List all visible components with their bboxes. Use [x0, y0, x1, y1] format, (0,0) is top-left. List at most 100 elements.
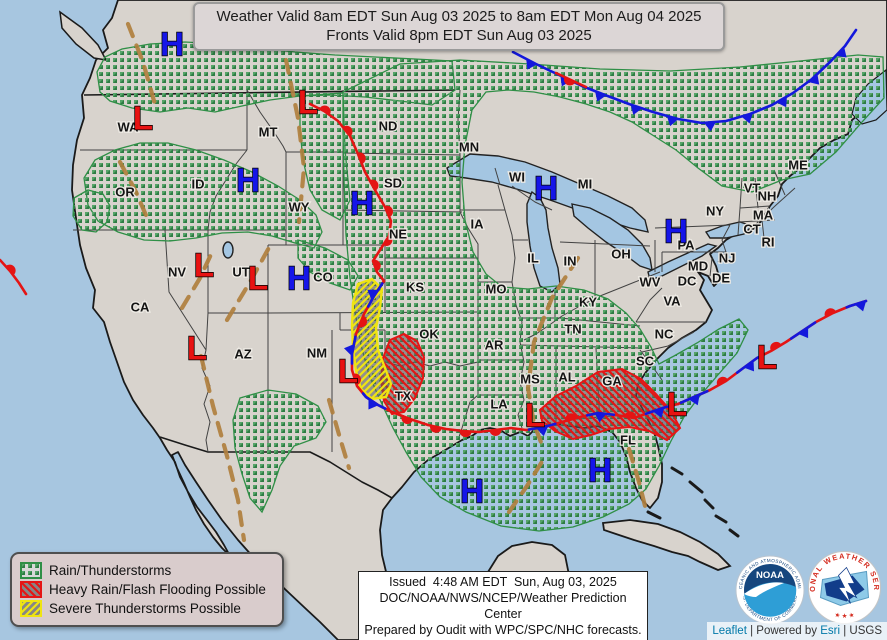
state-label-IA: IA: [471, 217, 485, 232]
rain-region: [232, 389, 327, 514]
state-label-TX: TX: [395, 389, 412, 404]
high-pressure-symbol: H: [287, 260, 311, 297]
rain-region: [72, 189, 111, 233]
cold-front-pip: [343, 344, 354, 356]
state-label-MA: MA: [753, 208, 774, 223]
rain-swatch-icon: [20, 562, 42, 579]
low-pressure-symbol: L: [133, 100, 153, 137]
warm-front-pip: [5, 264, 16, 276]
state-label-CT: CT: [743, 222, 760, 237]
state-label-OR: OR: [115, 185, 135, 200]
warm-front-pip: [564, 76, 576, 86]
cold-front-pip: [536, 426, 549, 437]
noaa-logo: NATIONAL OCEANIC AND ATMOSPHERIC ADMINIS…: [735, 555, 805, 625]
cold-front-pip: [367, 289, 379, 300]
nws-stars: ★ ★ ★: [834, 611, 856, 621]
state-label-VA: VA: [663, 294, 681, 309]
legend-item-severe: Severe Thunderstorms Possible: [20, 600, 274, 617]
esri-link[interactable]: Esri: [820, 625, 841, 637]
warm-front: [0, 258, 28, 296]
rain-region: [342, 54, 885, 532]
low-pressure-symbol: L: [757, 339, 777, 376]
state-label-NM: NM: [307, 346, 327, 361]
severe-swatch-icon: [20, 600, 42, 617]
attribution-separator: | Powered by: [746, 625, 821, 637]
legend-label: Rain/Thunderstorms: [49, 563, 172, 578]
state-label-NJ: NJ: [719, 251, 736, 266]
heavy-rain-region: [538, 367, 682, 442]
weather-valid-text: Weather Valid 8am EDT Sun Aug 03 2025 to…: [216, 8, 702, 25]
cold-front-pip: [808, 73, 820, 85]
mexico-border: [159, 436, 393, 499]
cold-front-pip: [704, 121, 716, 132]
trough-line: [125, 21, 159, 111]
state-label-WY: WY: [289, 200, 310, 215]
state-label-AR: AR: [485, 338, 504, 353]
high-pressure-symbol: H: [664, 213, 688, 250]
state-label-WV: WV: [640, 275, 661, 290]
trough-line: [626, 446, 649, 513]
trough-line: [198, 353, 247, 543]
high-pressure-symbol: H: [534, 170, 558, 207]
state-label-LA: LA: [490, 397, 508, 412]
rain-region: [297, 239, 359, 291]
state-label-OH: OH: [611, 247, 631, 262]
warm-front-pip: [342, 125, 353, 137]
severe-region: [350, 277, 393, 401]
state-label-VT: VT: [744, 181, 761, 196]
cold-front-pip: [652, 407, 665, 418]
front-layer: [0, 28, 868, 438]
state-label-UT: UT: [232, 265, 249, 280]
warm-front-pip: [459, 430, 472, 438]
trough-line: [326, 397, 352, 471]
state-label-SD: SD: [384, 176, 402, 191]
state-label-CO: CO: [313, 270, 333, 285]
cold-front-pip: [854, 300, 867, 312]
state-label-MN: MN: [459, 140, 479, 155]
legend-label: Severe Thunderstorms Possible: [49, 601, 241, 616]
high-pressure-symbol: H: [350, 185, 374, 222]
warm-front-pip: [319, 105, 331, 115]
low-pressure-symbol: L: [525, 397, 545, 434]
warm-front-pip: [430, 425, 442, 433]
state-label-layer: WA OR CA NV ID UT AZ MT WY CO NM ND SD NE KS OK TX MN IA MO…: [114, 117, 809, 449]
leaflet-link[interactable]: Leaflet: [712, 625, 747, 637]
state-label-DE: DE: [712, 271, 730, 286]
noaa-seagull-icon: [744, 582, 784, 597]
state-label-IN: IN: [564, 254, 577, 269]
cold-front-pip: [743, 360, 755, 372]
heavy-rain-swatch-icon: [20, 581, 42, 598]
fronts-valid-text: Fronts Valid 8pm EDT Sun Aug 03 2025: [326, 27, 592, 44]
bahamas-islands: [646, 466, 740, 538]
warm-front-pip: [489, 429, 502, 436]
state-label-RI: RI: [762, 235, 775, 250]
legend-label: Heavy Rain/Flash Flooding Possible: [49, 582, 266, 597]
state-label-FL: FL: [620, 433, 636, 448]
warm-front-pip: [353, 373, 361, 386]
issued-box: Issued 4:48 AM EDT Sun, Aug 03, 2025 DOC…: [358, 571, 648, 640]
high-pressure-symbol: H: [160, 26, 184, 63]
high-pressure-symbol: H: [236, 162, 260, 199]
warm-front-pip: [369, 179, 379, 191]
state-label-WI: WI: [509, 170, 525, 185]
legend-item-rain: Rain/Thunderstorms: [20, 562, 274, 579]
trough-line: [506, 457, 546, 515]
lake-erie: [647, 243, 718, 281]
trough-line: [179, 245, 217, 311]
state-label-NY: NY: [706, 204, 724, 219]
state-label-MI: MI: [578, 177, 592, 192]
map-attribution: Leaflet | Powered by Esri | USGS: [707, 622, 887, 640]
low-pressure-symbol: L: [667, 386, 687, 423]
rain-regions-layer: [72, 41, 885, 532]
stationary-front-cold-seg: [361, 392, 387, 410]
state-label-WA: WA: [118, 120, 140, 135]
state-label-ID: ID: [192, 177, 205, 192]
warm-front-pip: [401, 415, 413, 424]
warm-front-pip: [372, 259, 381, 272]
state-label-MT: MT: [259, 125, 278, 140]
low-pressure-symbol: L: [194, 247, 214, 284]
low-pressure-symbol: L: [187, 330, 207, 367]
